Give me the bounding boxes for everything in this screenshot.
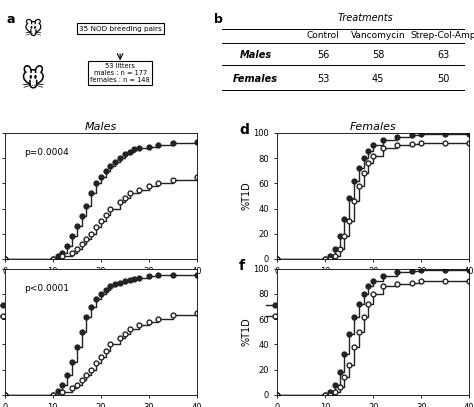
Text: 🐭: 🐭 <box>20 68 45 92</box>
Text: f: f <box>239 258 245 273</box>
Text: Males: Males <box>239 50 272 60</box>
Text: Strep-Col-Amp: Strep-Col-Amp <box>410 31 474 40</box>
Text: 53 litters
males : n = 177
females : n = 148: 53 litters males : n = 177 females : n =… <box>90 63 150 83</box>
Text: 50: 50 <box>437 74 449 84</box>
Text: a: a <box>7 13 15 26</box>
Text: d: d <box>239 123 249 137</box>
X-axis label: weeks: weeks <box>358 278 389 288</box>
Text: 🐭: 🐭 <box>23 21 42 39</box>
Text: 45: 45 <box>372 74 384 84</box>
Text: b: b <box>214 13 223 26</box>
Text: 35 NOD breeding pairs: 35 NOD breeding pairs <box>79 26 162 31</box>
Y-axis label: %T1D: %T1D <box>242 182 252 210</box>
Legend: Vancomycin, Control: Vancomycin, Control <box>266 301 343 321</box>
Title: Females: Females <box>350 122 397 132</box>
Text: 58: 58 <box>372 50 384 60</box>
Text: 63: 63 <box>437 50 449 60</box>
Legend: Vancomycin, Control: Vancomycin, Control <box>0 301 70 321</box>
Text: Control: Control <box>307 31 340 40</box>
Text: Vancomycin: Vancomycin <box>351 31 405 40</box>
Title: Males: Males <box>84 122 117 132</box>
X-axis label: weeks: weeks <box>85 278 116 288</box>
Y-axis label: %T1D: %T1D <box>242 317 252 346</box>
Text: p<0.0001: p<0.0001 <box>24 284 69 293</box>
Text: Females: Females <box>233 74 278 84</box>
Text: p=0.0004: p=0.0004 <box>24 148 69 157</box>
Text: 56: 56 <box>317 50 329 60</box>
Text: 53: 53 <box>317 74 329 84</box>
Text: Treatments: Treatments <box>337 13 393 23</box>
